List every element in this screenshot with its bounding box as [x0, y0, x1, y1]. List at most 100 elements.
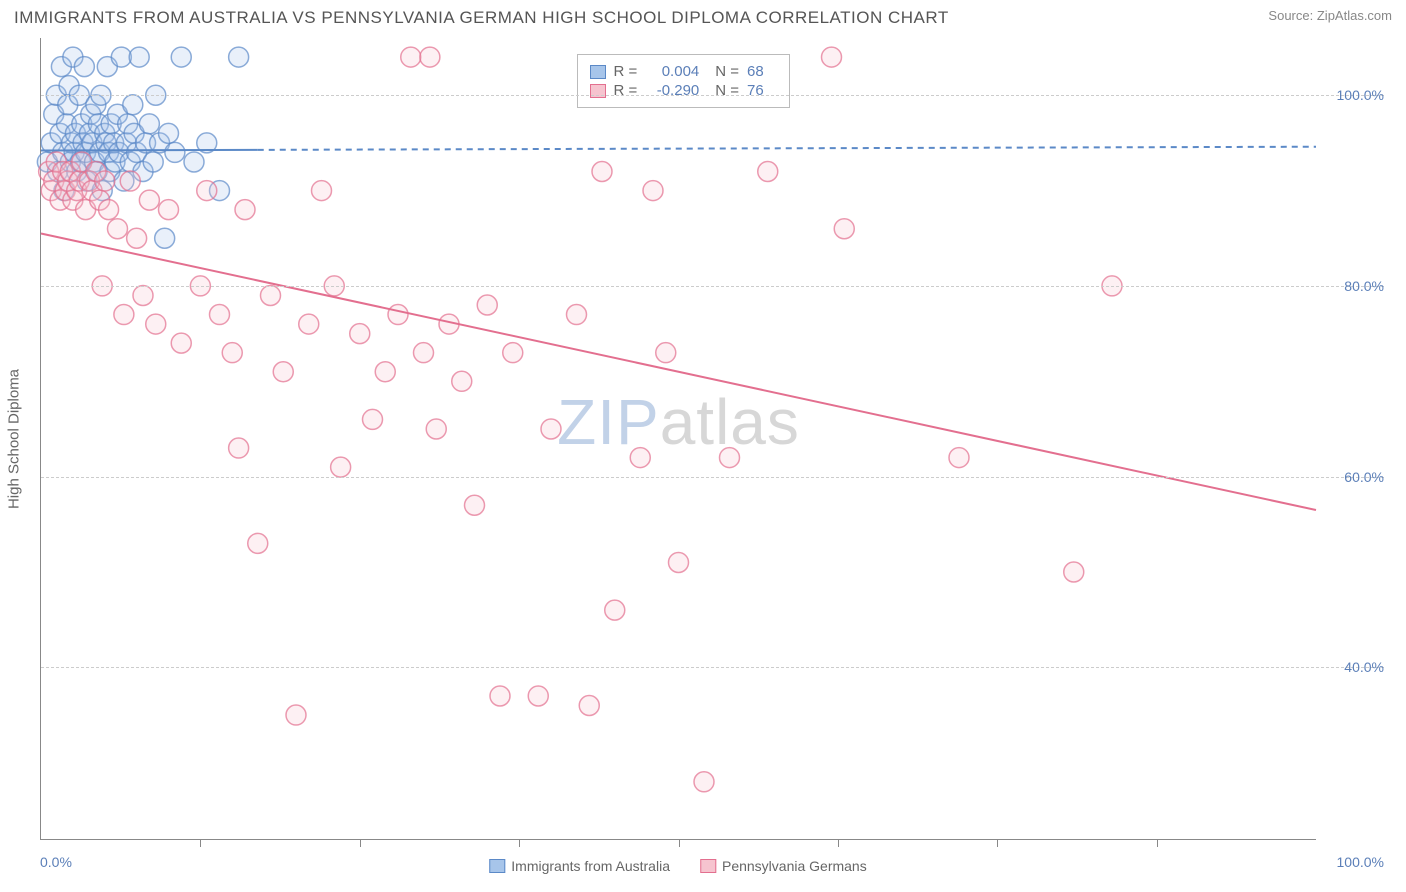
scatter-point	[129, 47, 149, 67]
x-tick	[360, 839, 361, 847]
scatter-point	[229, 47, 249, 67]
scatter-point	[95, 171, 115, 191]
legend-label: Immigrants from Australia	[511, 858, 670, 874]
scatter-point	[388, 305, 408, 325]
scatter-point	[99, 200, 119, 220]
scatter-point	[222, 343, 242, 363]
source-link[interactable]: ZipAtlas.com	[1317, 8, 1392, 23]
gridline	[41, 477, 1384, 478]
r-label: R =	[614, 63, 638, 80]
scatter-point	[579, 696, 599, 716]
chart-title: IMMIGRANTS FROM AUSTRALIA VS PENNSYLVANI…	[14, 8, 949, 28]
scatter-point	[426, 419, 446, 439]
trend-line	[41, 150, 258, 151]
source-label: Source:	[1268, 8, 1313, 23]
scatter-point	[605, 600, 625, 620]
scatter-point	[159, 123, 179, 143]
scatter-point	[210, 305, 230, 325]
scatter-plot	[41, 38, 1316, 839]
scatter-point	[720, 448, 740, 468]
trend-line-dashed	[258, 147, 1316, 150]
scatter-point	[465, 495, 485, 515]
scatter-point	[127, 228, 147, 248]
scatter-point	[120, 171, 140, 191]
scatter-point	[197, 181, 217, 201]
scatter-point	[74, 57, 94, 77]
y-tick-label: 60.0%	[1324, 469, 1384, 485]
scatter-point	[420, 47, 440, 67]
scatter-point	[114, 305, 134, 325]
scatter-point	[273, 362, 293, 382]
scatter-point	[822, 47, 842, 67]
series-swatch	[489, 859, 505, 873]
n-label: N =	[715, 63, 739, 80]
scatter-point	[312, 181, 332, 201]
scatter-point	[694, 772, 714, 792]
scatter-point	[171, 47, 191, 67]
scatter-point	[286, 705, 306, 725]
scatter-point	[155, 228, 175, 248]
scatter-point	[592, 162, 612, 182]
scatter-point	[834, 219, 854, 239]
scatter-point	[503, 343, 523, 363]
gridline	[41, 286, 1384, 287]
scatter-point	[331, 457, 351, 477]
scatter-point	[477, 295, 497, 315]
stats-row: R = 0.004 N = 68	[590, 63, 778, 80]
scatter-point	[528, 686, 548, 706]
scatter-point	[758, 162, 778, 182]
x-tick	[997, 839, 998, 847]
y-tick-label: 80.0%	[1324, 278, 1384, 294]
legend-item: Immigrants from Australia	[489, 858, 670, 874]
scatter-point	[299, 314, 319, 334]
scatter-point	[111, 47, 131, 67]
series-swatch	[590, 65, 606, 79]
scatter-point	[414, 343, 434, 363]
scatter-point	[401, 47, 421, 67]
n-label: N =	[715, 82, 739, 99]
gridline	[41, 667, 1384, 668]
legend-label: Pennsylvania Germans	[722, 858, 867, 874]
scatter-point	[541, 419, 561, 439]
scatter-point	[452, 371, 472, 391]
scatter-point	[184, 152, 204, 172]
stats-legend-box: R =0.004N =68R =-0.290N =76	[577, 54, 791, 108]
scatter-point	[171, 333, 191, 353]
scatter-point	[669, 552, 689, 572]
x-tick	[519, 839, 520, 847]
x-min-label: 0.0%	[40, 854, 72, 870]
scatter-point	[229, 438, 249, 458]
x-tick	[200, 839, 201, 847]
x-tick	[838, 839, 839, 847]
scatter-point	[235, 200, 255, 220]
chart-container: High School Diploma ZIPatlas R =0.004N =…	[40, 38, 1316, 840]
series-swatch	[700, 859, 716, 873]
scatter-point	[350, 324, 370, 344]
scatter-point	[165, 142, 185, 162]
scatter-point	[1064, 562, 1084, 582]
header: IMMIGRANTS FROM AUSTRALIA VS PENNSYLVANI…	[0, 0, 1406, 32]
scatter-point	[490, 686, 510, 706]
scatter-point	[656, 343, 676, 363]
scatter-point	[139, 190, 159, 210]
x-tick	[679, 839, 680, 847]
scatter-point	[146, 314, 166, 334]
scatter-point	[143, 152, 163, 172]
x-tick	[1157, 839, 1158, 847]
gridline	[41, 95, 1384, 96]
n-value: 68	[747, 63, 777, 80]
y-axis-title: High School Diploma	[6, 369, 23, 509]
trend-line	[41, 233, 1316, 510]
scatter-point	[133, 285, 153, 305]
n-value: 76	[747, 82, 777, 99]
scatter-point	[159, 200, 179, 220]
y-tick-label: 100.0%	[1324, 87, 1384, 103]
scatter-point	[949, 448, 969, 468]
scatter-point	[567, 305, 587, 325]
x-max-label: 100.0%	[1337, 854, 1384, 870]
plot-area: ZIPatlas R =0.004N =68R =-0.290N =76 40.…	[40, 38, 1316, 840]
scatter-point	[643, 181, 663, 201]
scatter-point	[139, 114, 159, 134]
r-value: 0.004	[645, 63, 699, 80]
source-citation: Source: ZipAtlas.com	[1268, 8, 1392, 23]
